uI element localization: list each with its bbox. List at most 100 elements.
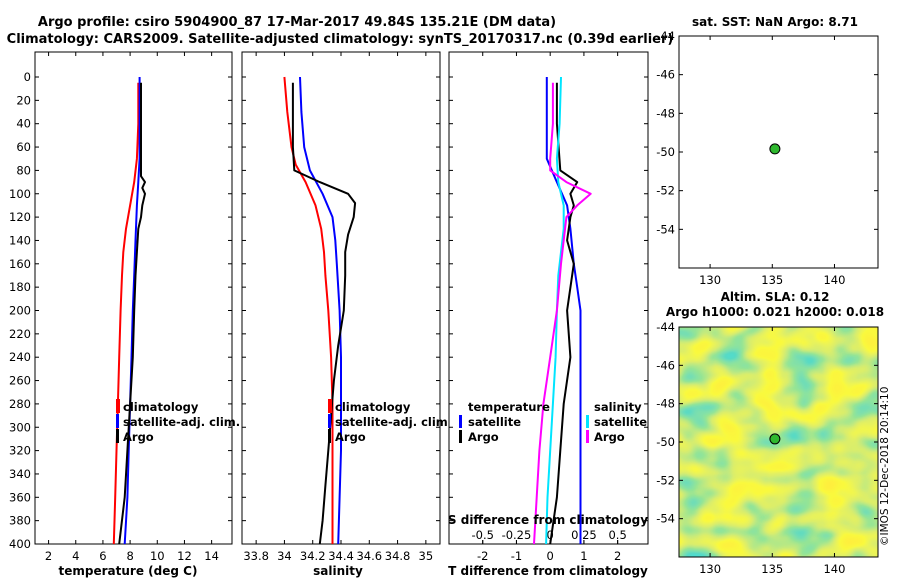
legend-temperature-title: temperature [468,400,550,414]
legend-argo-label: Argo [468,430,499,444]
legend-satellite-swatch [116,414,119,428]
lat-tick-label: -48 [656,106,675,120]
difference-panel: -2 -1 0 1 2 -0.5 -0.25 0 0.25 0.5 temperature sa… [448,51,649,578]
series-salinity-argo [533,82,592,545]
salinity-series [283,76,357,545]
x-tick-label: 34 [277,549,292,563]
x-tick-label: 10 [150,549,165,563]
lat-tick-label: -46 [656,358,675,372]
depth-tick-label: 400 [9,537,31,551]
depth-tick-label: 140 [9,233,31,247]
x-tick-label: 34.8 [385,549,411,563]
legend-climatology-swatch [116,399,120,413]
x-tick-label: -1 [511,549,522,563]
legend-satellite-label: satellite [594,415,647,429]
series-satellite-adj-clim- [299,76,342,545]
x-tick-label: 14 [204,549,219,563]
salinity-legend: climatology satellite-adj. clim. Argo [328,399,452,444]
depth-tick-label: 380 [9,514,31,528]
legend-climatology-label: climatology [335,400,411,414]
x-tick-label: 4 [72,549,79,563]
x-tick-label: 6 [99,549,106,563]
legend-satellite-label: satellite [468,415,521,429]
temperature-xlabel: temperature (deg C) [59,564,198,578]
depth-tick-label: 0 [24,70,31,84]
x-tick-label: 12 [177,549,192,563]
legend-satellite-swatch [328,414,331,428]
temperature-panel: 0 20 40 60 80 100 120 140 160 180 200 220 240 260 280 3… [9,51,240,578]
series-temperature-satellite [545,77,582,544]
series-argo [291,82,357,545]
argo-location-marker [769,433,781,445]
depth-tick-label: 280 [9,397,31,411]
sst-map-axes: 130 135 140 -44 -46 -48 -50 -52 -54 [656,29,878,287]
legend-argo-label: Argo [123,430,154,444]
sla-map-title: Altim. SLA: 0.12 [721,290,830,304]
series-satellite-adj-clim- [123,77,141,545]
depth-axis: 0 20 40 60 80 100 120 140 160 180 200 220 240 260 280 3… [9,70,232,551]
x-tick-label: 1 [580,549,587,563]
s-tick-label: 0 [547,528,554,542]
depth-tick-label: 40 [16,117,31,131]
legend-argo-swatch [459,430,462,443]
s-difference-xlabel: S difference from climatology [448,513,648,527]
argo-location-marker [769,143,781,155]
sst-map-panel: sat. SST: NaN Argo: 8.71 130 135 140 -44 -46… [656,15,879,287]
lon-tick-label: 130 [699,562,721,576]
lon-tick-label: 130 [699,273,721,287]
legend-argo-label: Argo [594,430,625,444]
depth-axis-marks [242,76,440,545]
legend-climatology-label: climatology [123,400,199,414]
title-line2: Climatology: CARS2009. Satellite-adjuste… [7,32,674,47]
lat-tick-label: -54 [656,222,675,236]
series-salinity-satellite [545,76,565,545]
depth-tick-label: 320 [9,444,31,458]
sla-map-panel: Altim. SLA: 0.12 Argo h1000: 0.021 h2000… [656,290,884,576]
legend-satellite-swatch [459,415,462,428]
lat-tick-label: -54 [656,512,675,526]
depth-tick-label: 220 [9,327,31,341]
lon-tick-label: 135 [761,273,783,287]
x-tick-label: 34.6 [356,549,382,563]
depth-tick-label: 360 [9,490,31,504]
lat-tick-label: -50 [656,435,675,449]
x-tick-label: 2 [45,549,52,563]
depth-tick-label: 240 [9,350,31,364]
lat-tick-label: -46 [656,68,675,82]
depth-tick-label: 20 [16,93,31,107]
x-tick-label: 34.2 [300,549,326,563]
salinity-xlabel: salinity [313,564,363,578]
depth-tick-label: 300 [9,420,31,434]
x-tick-label: 35 [419,549,434,563]
sst-map-title: sat. SST: NaN Argo: 8.71 [692,15,858,29]
legend-satellite-swatch [586,415,589,428]
depth-tick-label: 100 [9,187,31,201]
difference-plot-frame [448,51,649,545]
temperature-axis: 2 4 6 8 10 12 14 [45,52,219,563]
temperature-difference-legend: temperature satellite Argo [459,400,550,444]
sla-map-axes: 130 135 140 -44 -46 -48 -50 -52 -54 [656,320,878,576]
lon-tick-label: 140 [823,562,845,576]
lat-tick-label: -44 [656,29,675,43]
lon-tick-label: 135 [761,562,783,576]
lon-tick-label: 140 [823,273,845,287]
depth-tick-label: 60 [16,140,31,154]
x-tick-label: 0 [547,549,554,563]
depth-tick-label: 200 [9,304,31,318]
x-tick-label: 2 [614,549,621,563]
legend-satellite-label: satellite-adj. clim. [123,415,240,429]
s-tick-label: 0.5 [608,528,626,542]
s-tick-label: -0.5 [472,528,494,542]
depth-tick-label: 120 [9,210,31,224]
depth-tick-label: 160 [9,257,31,271]
s-tick-label: 0.25 [571,528,597,542]
imos-credit: ©IMOS 12-Dec-2018 20:14:10 [879,387,891,546]
x-tick-label: 8 [126,549,133,563]
legend-argo-swatch [116,429,119,443]
salinity-difference-legend: salinity satellite Argo [586,400,647,444]
series-argo [118,82,146,545]
legend-argo-label: Argo [335,430,366,444]
title-line1: Argo profile: csiro 5904900_87 17-Mar-20… [38,15,556,30]
depth-tick-label: 260 [9,374,31,388]
